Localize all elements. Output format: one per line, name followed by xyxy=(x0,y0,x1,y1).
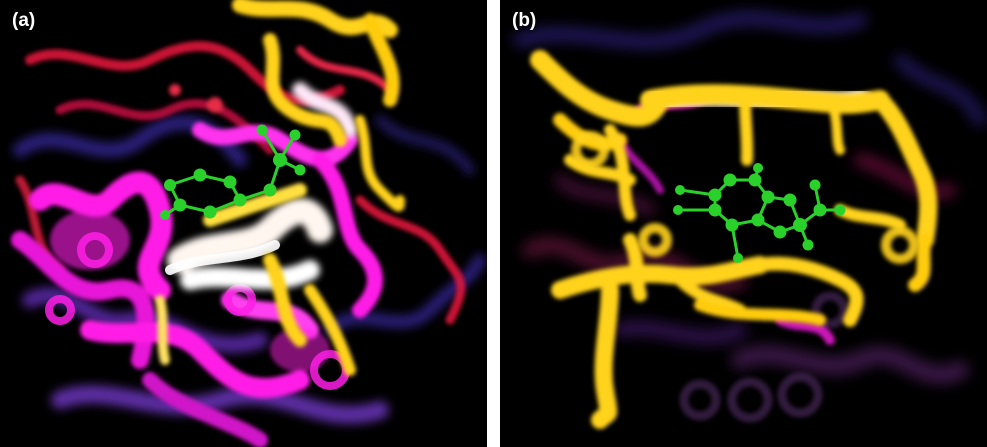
panel-b: (b) xyxy=(500,0,987,447)
panel-a-render xyxy=(0,0,487,447)
panel-a-label: (a) xyxy=(12,10,36,31)
ligand-a xyxy=(160,124,306,220)
panel-a: (a) xyxy=(0,0,487,447)
panel-b-label: (b) xyxy=(512,10,537,31)
ligand-b xyxy=(673,163,846,263)
panel-b-render xyxy=(500,0,987,447)
